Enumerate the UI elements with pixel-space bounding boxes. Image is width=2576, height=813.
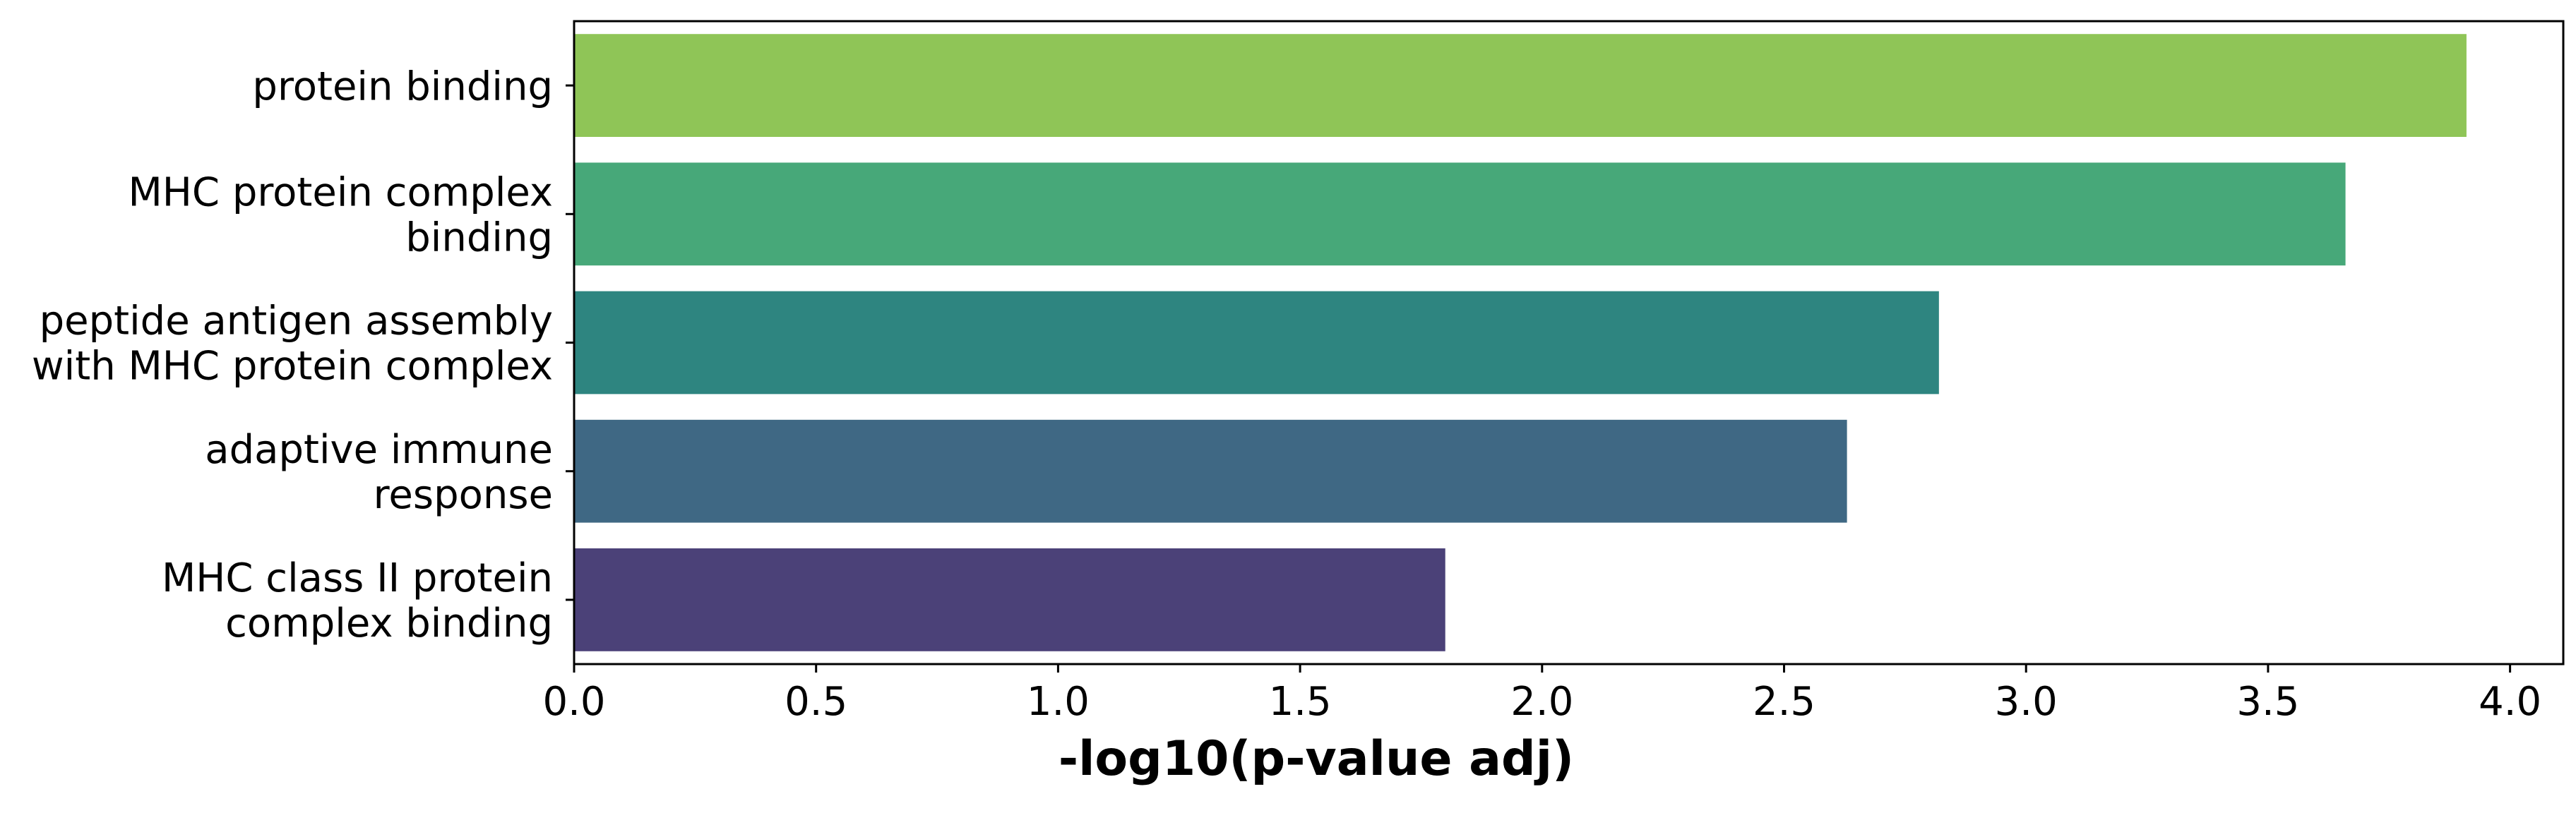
bar xyxy=(574,419,1847,523)
bar xyxy=(574,162,2346,266)
x-axis-label: -log10(p-value adj) xyxy=(1059,731,1574,787)
x-tick-label: 3.5 xyxy=(2236,679,2299,725)
y-tick-label: peptide antigen assembly xyxy=(40,299,553,344)
y-tick-label: response xyxy=(374,472,553,518)
y-tick-label: adaptive immune xyxy=(205,427,553,473)
y-tick-label: complex binding xyxy=(225,601,553,646)
y-tick-label: MHC protein complex xyxy=(128,169,553,215)
x-tick-label: 4.0 xyxy=(2479,679,2541,725)
x-tick-label: 3.0 xyxy=(1995,679,2058,725)
bar xyxy=(574,291,1939,395)
x-axis: 0.0 0.5 1.0 1.5 2.0 2.5 3.0 3.5 4.0 xyxy=(542,664,2541,725)
bar xyxy=(574,548,1445,651)
x-tick-label: 2.0 xyxy=(1510,679,1573,725)
x-tick-label: 2.5 xyxy=(1753,679,1815,725)
y-tick-label: binding xyxy=(405,215,553,260)
y-tick-label: protein binding xyxy=(252,64,553,109)
y-tick-label: MHC class II protein xyxy=(162,555,553,601)
y-axis: protein binding MHC protein complexbindin… xyxy=(32,64,574,646)
x-tick-label: 1.5 xyxy=(1269,679,1332,725)
bars-group xyxy=(574,34,2467,651)
bar xyxy=(574,34,2467,137)
x-tick-label: 1.0 xyxy=(1027,679,1090,725)
x-tick-label: 0.5 xyxy=(785,679,847,725)
x-tick-label: 0.0 xyxy=(542,679,605,725)
y-tick-label: with MHC protein complex xyxy=(32,344,553,390)
